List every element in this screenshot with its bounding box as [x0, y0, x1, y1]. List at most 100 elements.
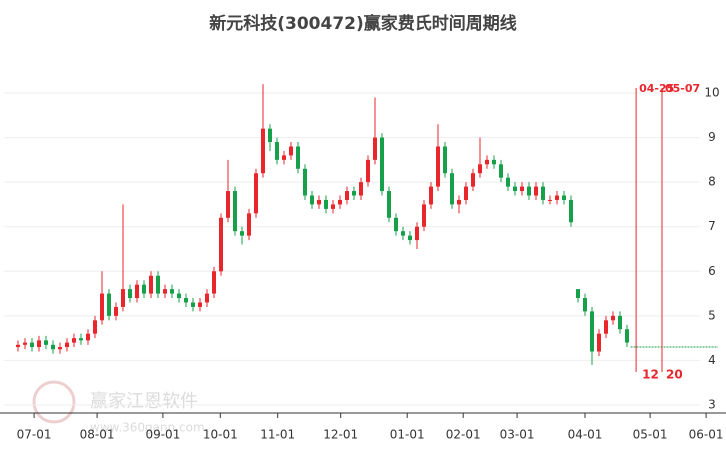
candle-body [513, 186, 517, 192]
x-tick-label: 07-01 [17, 428, 52, 442]
candle-body [86, 333, 90, 341]
candle-body [170, 289, 174, 294]
candle-body [464, 186, 468, 200]
watermark: 赢家江恩软件 www.360gann.com [32, 380, 205, 435]
candle-body [142, 284, 146, 294]
candle-body [163, 289, 167, 294]
candle-body [58, 347, 62, 350]
candle-body [394, 217, 398, 232]
candle-body [485, 159, 489, 165]
watermark-url: www.360gann.com [90, 421, 205, 435]
candle-body [597, 333, 601, 352]
candle-body [156, 275, 160, 294]
candle-body [324, 199, 328, 209]
cycle-date: 04-25 [639, 82, 674, 95]
candle-body [226, 191, 230, 218]
candle-body [79, 338, 83, 341]
candle-body [457, 199, 461, 205]
candle-body [359, 182, 363, 196]
y-tick-label: 3 [708, 398, 716, 412]
candle-body [534, 186, 538, 196]
candle-body [618, 315, 622, 330]
watermark-brand: 赢家江恩软件 [90, 390, 198, 412]
candle-body [541, 186, 545, 200]
candle-body [366, 159, 370, 183]
candle-body [72, 338, 76, 343]
candle-body [562, 195, 566, 200]
candle-body [625, 329, 629, 343]
candle-body [492, 159, 496, 165]
candle-body [408, 235, 412, 241]
candle-body [212, 271, 216, 294]
cycle-date: 05-07 [665, 82, 700, 95]
candle-body [23, 342, 27, 345]
candle-body [520, 186, 524, 192]
candle-body [135, 284, 139, 299]
candle-body [16, 344, 20, 348]
x-tick-label: 11-01 [260, 428, 295, 442]
candle-body [51, 344, 55, 350]
candle-body [247, 213, 251, 236]
candle-body [30, 342, 34, 348]
candle-body [590, 311, 594, 352]
candle-body [289, 146, 293, 156]
y-tick-label: 8 [708, 175, 716, 189]
candle-body [317, 199, 321, 205]
candle-body [471, 173, 475, 187]
candle-body [93, 320, 97, 334]
candle-body [450, 173, 454, 205]
candle-body [219, 217, 223, 272]
candle-body [583, 298, 587, 312]
candle-body [282, 155, 286, 160]
candle-body [611, 315, 615, 321]
x-tick-label: 04-01 [568, 428, 603, 442]
candle-body [387, 191, 391, 218]
candle-body [107, 293, 111, 316]
watermark-logo [32, 380, 76, 424]
candle-body [331, 204, 335, 209]
candle-body [569, 199, 573, 223]
candle-body [380, 137, 384, 192]
candle-body [345, 191, 349, 200]
x-tick-label: 12-01 [323, 428, 358, 442]
candle-body [198, 302, 202, 307]
candle-body [401, 231, 405, 236]
candle-body [205, 293, 209, 303]
candle-body [429, 186, 433, 205]
candle-body [548, 199, 552, 201]
x-tick-label: 10-01 [203, 428, 238, 442]
candle-body [191, 302, 195, 307]
x-tick-label: 09-01 [145, 428, 180, 442]
candle-body [527, 186, 531, 196]
y-tick-label: 4 [708, 353, 716, 367]
y-tick-label: 5 [708, 308, 716, 322]
candle-body [37, 340, 41, 348]
candle-body [65, 342, 69, 348]
x-tick-label: 06-01 [689, 428, 724, 442]
candle-body [121, 289, 125, 307]
chart-title: 新元科技(300472)赢家费氏时间周期线 [209, 13, 517, 34]
candle-body [128, 289, 132, 299]
x-tick-label: 02-01 [446, 428, 481, 442]
candle-body [261, 128, 265, 174]
candle-body [114, 306, 118, 316]
candle-body [100, 293, 104, 321]
candle-body [44, 340, 48, 345]
candle-body [338, 199, 342, 205]
candle-body [604, 320, 608, 334]
candle-body [296, 146, 300, 169]
candle-body [303, 168, 307, 196]
candle-body [555, 195, 559, 200]
y-tick-label: 6 [708, 264, 716, 278]
candle-body [310, 195, 314, 205]
y-tick-label: 7 [708, 219, 716, 233]
candle-body [233, 191, 237, 232]
candle-body [254, 173, 258, 214]
candle-body [149, 275, 153, 294]
candle-body [576, 289, 580, 299]
candle-body [373, 137, 377, 160]
cycle-count: 20 [666, 368, 683, 382]
candle-body [352, 191, 356, 196]
x-tick-label: 05-01 [633, 428, 668, 442]
